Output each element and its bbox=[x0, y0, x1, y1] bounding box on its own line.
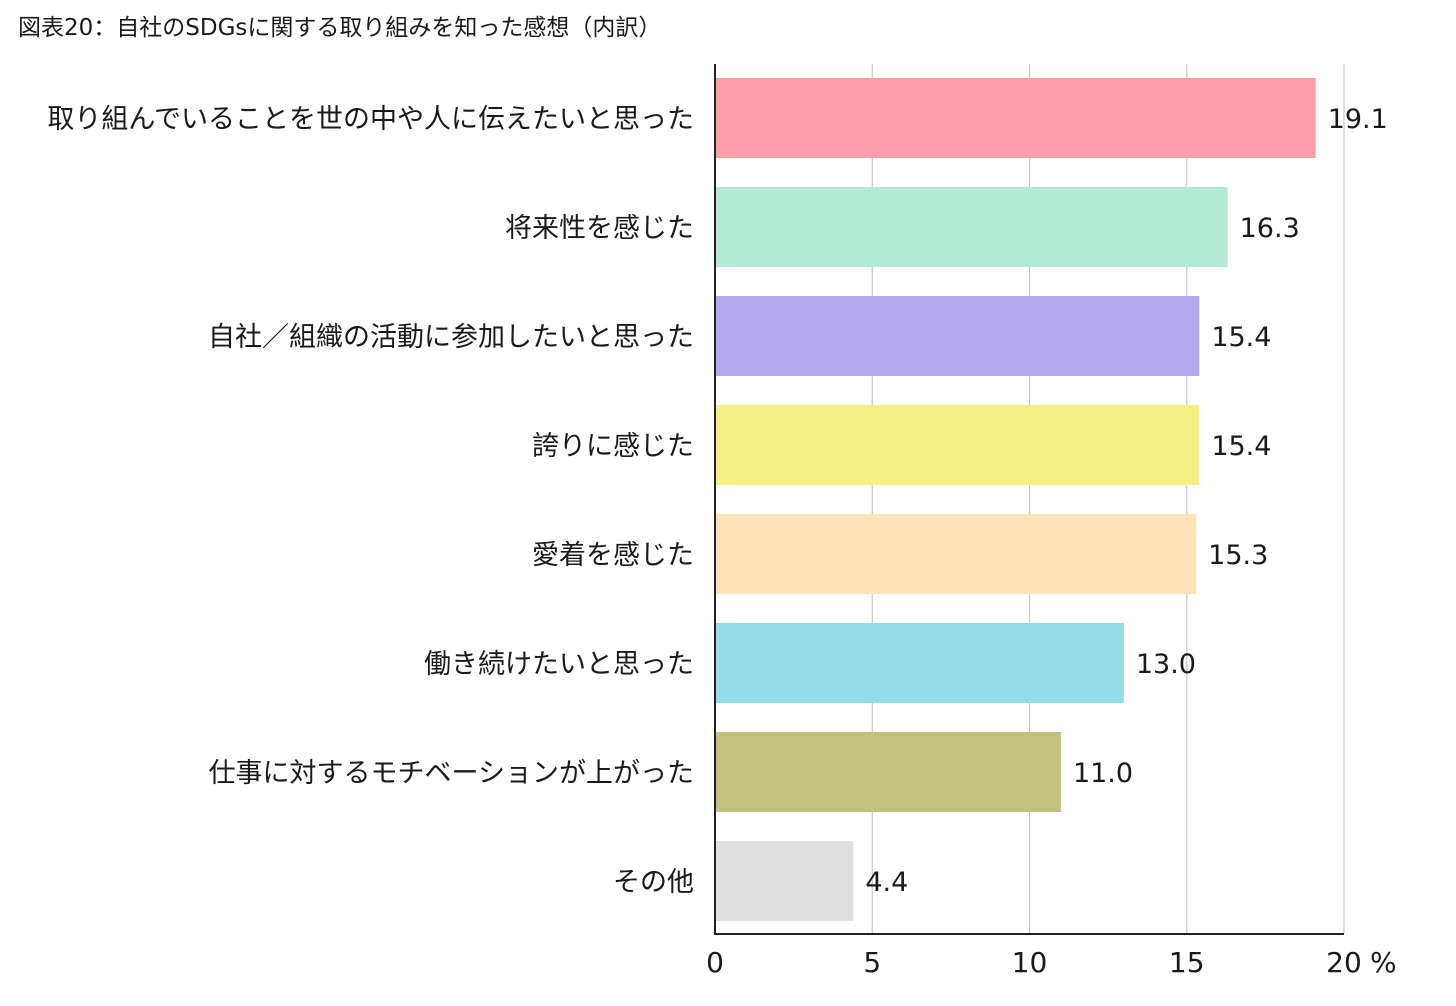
bar bbox=[715, 623, 1124, 703]
x-tick-label: 15 bbox=[1169, 946, 1205, 979]
category-label: 働き続けたいと思った bbox=[424, 649, 694, 680]
bar bbox=[715, 296, 1200, 376]
value-label: 16.3 bbox=[1240, 213, 1300, 244]
value-label: 19.1 bbox=[1328, 104, 1388, 135]
axes bbox=[714, 64, 1344, 935]
x-tick-label: 5 bbox=[863, 946, 881, 979]
category-label: 取り組んでいることを世の中や人に伝えたいと思った bbox=[47, 104, 694, 135]
value-label: 11.0 bbox=[1073, 758, 1133, 789]
tick-labels: 0 5 10 15 20% bbox=[706, 946, 1397, 979]
bar bbox=[715, 732, 1061, 812]
x-tick-label: 20 bbox=[1326, 946, 1362, 979]
bar bbox=[715, 514, 1197, 594]
category-label: 愛着を感じた bbox=[532, 540, 694, 571]
bar bbox=[715, 78, 1316, 158]
x-tick-label: 10 bbox=[1012, 946, 1048, 979]
bar bbox=[715, 405, 1200, 485]
value-label: 4.4 bbox=[865, 867, 908, 898]
category-label: 自社／組織の活動に参加したいと思った bbox=[208, 322, 694, 353]
bar bbox=[715, 841, 854, 921]
category-labels: 取り組んでいることを世の中や人に伝えたいと思った将来性を感じた自社／組織の活動に… bbox=[47, 104, 694, 898]
value-label: 15.4 bbox=[1211, 431, 1271, 462]
bars bbox=[715, 78, 1316, 921]
category-label: 仕事に対するモチベーションが上がった bbox=[209, 758, 694, 789]
value-label: 15.3 bbox=[1208, 540, 1268, 571]
category-label: その他 bbox=[613, 867, 694, 898]
value-label: 15.4 bbox=[1211, 322, 1271, 353]
category-label: 将来性を感じた bbox=[505, 213, 694, 244]
x-tick-label: 0 bbox=[706, 946, 724, 979]
bar bbox=[715, 187, 1228, 267]
chart-title: 図表20：自社のSDGsに関する取り組みを知った感想（内訳） bbox=[18, 15, 662, 41]
value-labels: 19.1 16.3 15.4 15.4 15.3 13.0 11.0 4.4 bbox=[865, 104, 1387, 898]
value-label: 13.0 bbox=[1136, 649, 1196, 680]
category-label: 誇りに感じた bbox=[532, 431, 694, 462]
x-axis-unit: % bbox=[1370, 946, 1397, 979]
